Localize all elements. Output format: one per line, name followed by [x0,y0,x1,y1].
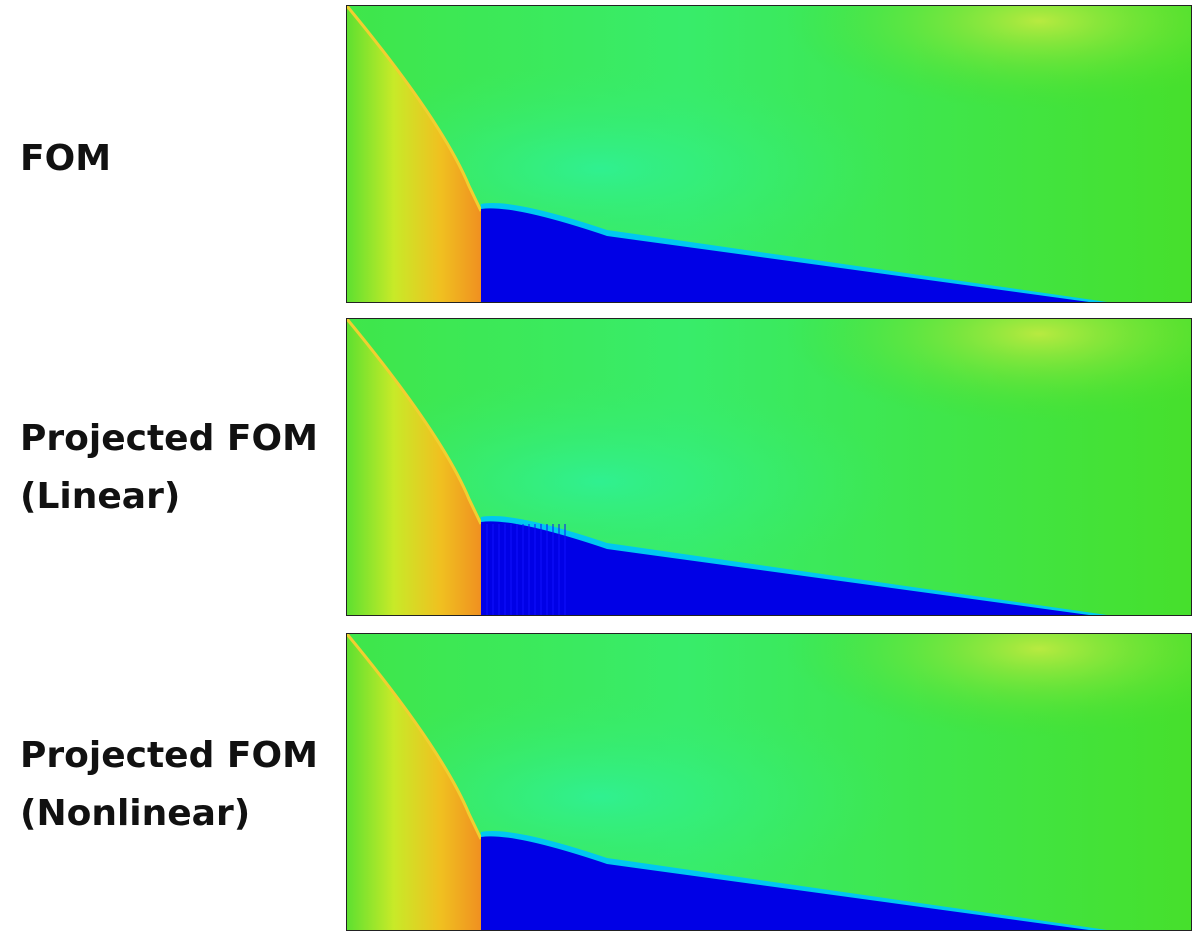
contour-image [347,319,1191,615]
panel-label: FOM [20,130,111,188]
panel-label: Projected FOM (Linear) [20,410,318,526]
label-line: FOM [20,138,112,179]
contour-panel [346,5,1192,303]
label-line: (Linear) [20,476,181,517]
contour-image [347,6,1191,302]
panel-label: Projected FOM (Nonlinear) [20,727,318,843]
label-line: (Nonlinear) [20,793,251,834]
contour-panel [346,633,1192,931]
contour-panel [346,318,1192,616]
label-line: Projected FOM [20,735,318,776]
label-line: Projected FOM [20,418,318,459]
contour-image [347,634,1191,930]
